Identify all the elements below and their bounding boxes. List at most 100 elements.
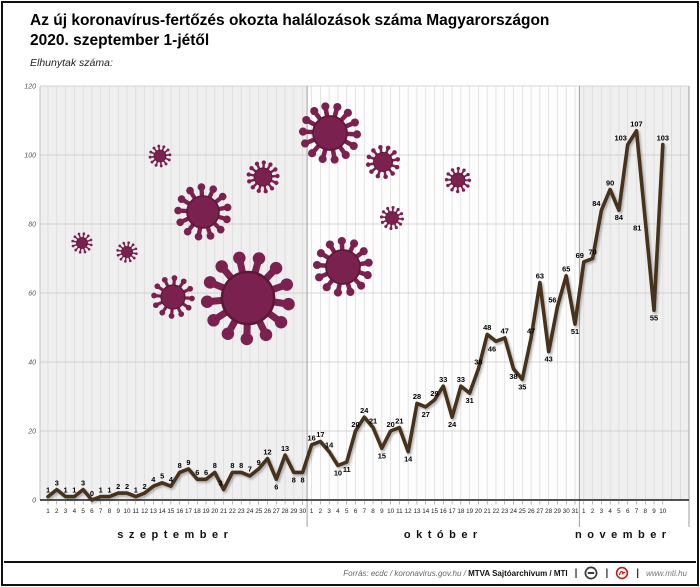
day-tick-label: 26 <box>264 508 272 515</box>
data-point-label: 38 <box>474 358 482 367</box>
virus-icon <box>444 166 472 194</box>
day-tick-label: 13 <box>413 508 421 515</box>
coronavirus-decoration-icons <box>71 102 472 346</box>
day-tick-label: 3 <box>64 508 68 515</box>
virus-icon <box>246 160 280 194</box>
chart-subtitle: Elhunytak száma: <box>30 57 113 69</box>
day-tick-label: 2 <box>591 508 595 515</box>
data-point-label: 70 <box>588 247 596 256</box>
data-point-label: 1 <box>63 485 67 494</box>
data-point-label: 3 <box>55 478 59 487</box>
data-point-label: 16 <box>307 434 315 443</box>
data-point-label: 69 <box>576 251 584 260</box>
data-point-label: 47 <box>501 327 509 336</box>
data-point-label: 0 <box>90 489 94 498</box>
day-tick-label: 15 <box>431 508 439 515</box>
data-point-label: 84 <box>592 199 601 208</box>
data-point-label: 81 <box>633 224 641 233</box>
data-point-label: 14 <box>325 441 334 450</box>
day-tick-label: 5 <box>81 508 85 515</box>
title-line-1: Az új koronavírus-fertőzés okozta halálo… <box>30 12 550 29</box>
deaths-line-series <box>46 129 665 502</box>
day-tick-label: 12 <box>405 508 413 515</box>
data-point-label: 8 <box>239 461 243 470</box>
day-tick-label: 23 <box>501 508 509 515</box>
mtva-logo-icon <box>585 566 598 580</box>
day-tick-label: 13 <box>150 508 158 515</box>
day-tick-label: 1 <box>46 508 50 515</box>
data-point-label: 28 <box>413 392 421 401</box>
data-point-label: 8 <box>301 475 305 484</box>
data-point-label: 31 <box>466 396 474 405</box>
day-tick-label: 2 <box>55 508 59 515</box>
data-point-label: 8 <box>292 475 296 484</box>
day-tick-label: 29 <box>554 508 562 515</box>
data-point-label: 3 <box>81 478 85 487</box>
day-tick-label: 23 <box>238 508 246 515</box>
day-tick-label: 4 <box>336 508 340 515</box>
source-credit: Forrás: ecdc / koronavirus.gov.hu / MTVA… <box>343 569 567 578</box>
day-tick-label: 20 <box>475 508 483 515</box>
virus-icon <box>116 241 138 263</box>
day-tick-label: 7 <box>635 508 639 515</box>
data-point-label: 14 <box>404 455 413 464</box>
day-tick-label: 8 <box>108 508 112 515</box>
data-point-label: 21 <box>369 416 377 425</box>
day-tick-label: 27 <box>536 508 544 515</box>
day-tick-label: 18 <box>457 508 465 515</box>
day-tick-label: 22 <box>229 508 237 515</box>
virus-icon <box>151 275 195 319</box>
day-tick-label: 18 <box>194 508 202 515</box>
day-tick-label: 10 <box>659 508 667 515</box>
data-point-label: 9 <box>186 458 190 467</box>
day-tick-label: 12 <box>141 508 149 515</box>
day-tick-label: 4 <box>73 508 77 515</box>
day-tick-label: 29 <box>290 508 298 515</box>
data-point-label: 17 <box>316 430 324 439</box>
day-tick-label: 19 <box>203 508 211 515</box>
footer-divider: | <box>574 567 578 579</box>
day-tick-label: 26 <box>528 508 536 515</box>
x-axis-labels: 1 2 3 4 5 6 7 8 9 10 11 12 13 14 15 16 17 18 19 20 21 22 23 24 2… <box>46 500 672 541</box>
day-tick-label: 6 <box>90 508 94 515</box>
data-point-label: 2 <box>125 482 129 491</box>
data-point-label: 33 <box>457 375 465 384</box>
virus-icon <box>71 232 93 254</box>
day-tick-label: 11 <box>396 508 403 515</box>
data-point-label: 7 <box>248 465 252 474</box>
day-tick-label: 30 <box>299 508 307 515</box>
data-point-label: 3 <box>219 478 223 487</box>
day-tick-label: 1 <box>582 508 586 515</box>
footer-bar: Forrás: ecdc / koronavirus.gov.hu / MTVA… <box>4 561 696 583</box>
data-point-label: 33 <box>439 375 447 384</box>
data-point-label: 1 <box>134 485 138 494</box>
website-link[interactable]: www.mti.hu <box>646 568 687 578</box>
day-tick-label: 20 <box>211 508 219 515</box>
day-tick-label: 5 <box>345 508 349 515</box>
virus-icon <box>379 205 405 231</box>
y-axis-tick-label: 40 <box>28 359 36 366</box>
data-point-label: 20 <box>387 420 395 429</box>
data-point-label: 8 <box>213 461 217 470</box>
day-tick-label: 9 <box>380 508 384 515</box>
footer-divider: | <box>636 567 640 579</box>
data-point-label: 65 <box>562 265 570 274</box>
day-tick-label: 4 <box>608 508 612 515</box>
data-point-label: 63 <box>536 271 544 280</box>
data-point-label: 84 <box>615 213 624 222</box>
month-label: szeptember <box>117 529 233 541</box>
y-axis-tick-label: 120 <box>24 83 36 90</box>
data-point-label: 20 <box>351 420 359 429</box>
day-tick-label: 9 <box>116 508 120 515</box>
data-point-label: 51 <box>571 327 579 336</box>
data-point-label: 107 <box>630 120 642 129</box>
data-point-label: 21 <box>395 416 403 425</box>
data-point-label: 43 <box>545 355 553 364</box>
data-point-label: 24 <box>448 420 457 429</box>
month-label: október <box>404 529 483 541</box>
data-point-label: 35 <box>518 382 526 391</box>
day-tick-label: 17 <box>185 508 193 515</box>
month-label: november <box>575 529 672 541</box>
